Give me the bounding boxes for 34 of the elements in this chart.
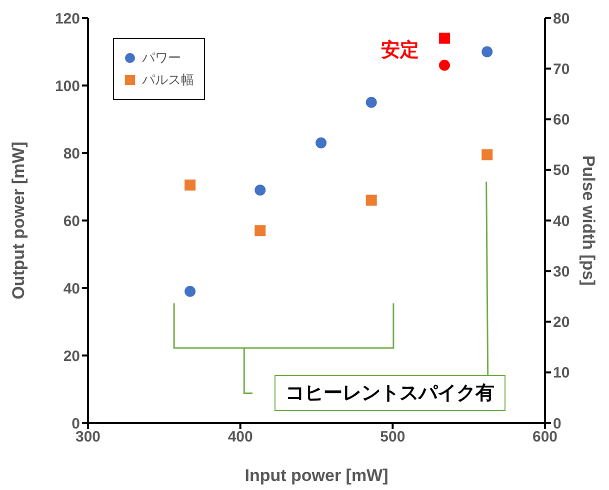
- y-tick-label: 120: [54, 10, 80, 28]
- y2-tick-label: 10: [553, 364, 570, 382]
- y-tick-label: 80: [63, 145, 80, 162]
- y2-tick-label: 30: [553, 263, 570, 280]
- y-tick-label: 60: [63, 212, 80, 230]
- point: [184, 180, 196, 191]
- y-tick-label: 20: [63, 348, 80, 365]
- point: [316, 137, 327, 148]
- legend-label: パワー: [142, 49, 181, 67]
- annotation: 安定: [381, 38, 419, 63]
- point: [482, 46, 493, 58]
- x-axis-title: Input power [mW]: [244, 466, 388, 485]
- x-tick-label: 500: [380, 428, 406, 446]
- legend-label: パルス幅: [142, 71, 194, 89]
- y2-tick-label: 70: [553, 60, 570, 78]
- y2-tick-label: 20: [553, 314, 570, 332]
- x-tick-label: 400: [228, 428, 253, 446]
- point: [254, 184, 266, 196]
- y-tick-label: 100: [54, 78, 80, 95]
- point: [438, 32, 450, 44]
- point: [438, 60, 450, 71]
- y-tick-label: 40: [63, 280, 80, 298]
- y-axis-title: Output power [mW]: [9, 142, 28, 300]
- point: [366, 96, 377, 108]
- point: [184, 286, 196, 297]
- y2-tick-label: 80: [553, 10, 570, 28]
- point: [366, 194, 377, 206]
- y2-axis-title: Pulse width [ps]: [578, 155, 598, 286]
- point: [254, 225, 266, 236]
- y2-tick-label: 40: [553, 212, 570, 230]
- y2-tick-label: 50: [553, 162, 570, 180]
- point: [482, 149, 493, 160]
- y2-tick-label: 60: [553, 112, 570, 129]
- annotation: コヒーレントスパイク有: [274, 375, 506, 411]
